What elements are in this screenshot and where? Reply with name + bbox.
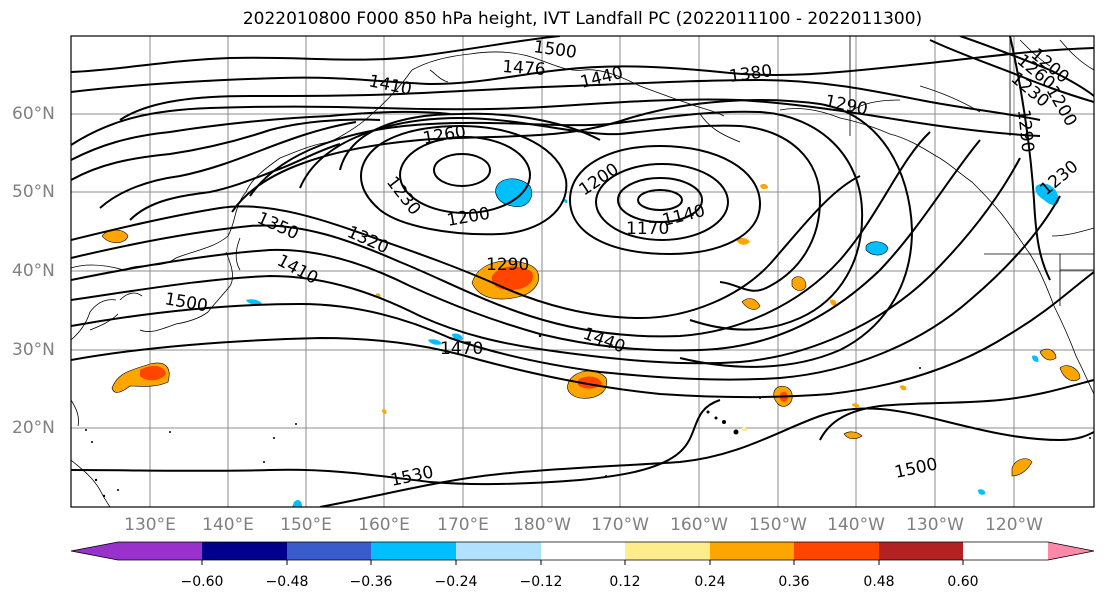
colorbar-tick-label: −0.24 — [434, 574, 478, 590]
colorbar-cell — [710, 542, 794, 560]
ivt-negative-shading — [246, 178, 1059, 507]
lon-label: 170°E — [437, 515, 489, 535]
lon-label: 170°W — [591, 515, 649, 535]
colorbar-extend-left — [71, 542, 118, 560]
contour-label: 1476 — [502, 57, 547, 80]
ivt-shading — [101, 183, 1081, 477]
lon-label: 180°W — [513, 515, 571, 535]
colorbar-cell — [794, 542, 879, 560]
lat-label: 60°N — [12, 104, 55, 124]
map-title: 2022010800 F000 850 hPa height, IVT Land… — [242, 9, 923, 29]
colorbar-cell — [287, 542, 371, 560]
lon-label: 140°E — [202, 515, 254, 535]
lon-label: 120°W — [985, 515, 1043, 535]
lat-label: 40°N — [12, 261, 55, 281]
colorbar-tick-label: 0.48 — [863, 574, 895, 590]
colorbar-cell — [625, 542, 710, 560]
lat-label: 50°N — [12, 182, 55, 202]
lat-label: 20°N — [12, 418, 55, 438]
contour-label: 1290 — [486, 255, 529, 275]
colorbar — [70, 541, 1095, 565]
lon-label: 140°W — [827, 515, 885, 535]
graticule — [71, 36, 1094, 507]
contour-label: 1290 — [1013, 108, 1037, 153]
colorbar-cell — [371, 542, 456, 560]
colorbar-tick-label: −0.36 — [349, 574, 393, 590]
contour-label: 1470 — [440, 339, 483, 359]
lon-label: 130°W — [906, 515, 964, 535]
lon-label: 150°W — [749, 515, 807, 535]
lon-label: 160°W — [670, 515, 728, 535]
colorbar-tick-label: 0.60 — [947, 574, 979, 590]
colorbar-tick-label: −0.48 — [265, 574, 309, 590]
colorbar-tick-label: 0.12 — [609, 574, 641, 590]
colorbar-cell — [456, 542, 541, 560]
colorbar-tick-label: −0.60 — [180, 574, 224, 590]
lon-label: 160°E — [358, 515, 410, 535]
colorbar-tick-label: 0.36 — [778, 574, 810, 590]
contour-label: 1170 — [626, 219, 669, 239]
islands — [85, 334, 1091, 498]
colorbar-cell — [879, 542, 963, 560]
lon-label: 130°E — [124, 515, 176, 535]
map-border — [70, 35, 1095, 508]
colorbar-tick-label: −0.12 — [519, 574, 563, 590]
lat-label: 30°N — [12, 340, 55, 360]
lon-label: 150°E — [280, 515, 332, 535]
colorbar-cell — [118, 542, 202, 560]
height-contours — [71, 36, 1094, 507]
colorbar-tick-label: 0.24 — [694, 574, 726, 590]
colorbar-cell — [202, 542, 287, 560]
colorbar-cell — [541, 542, 625, 560]
colorbar-extend-right — [1048, 542, 1094, 560]
